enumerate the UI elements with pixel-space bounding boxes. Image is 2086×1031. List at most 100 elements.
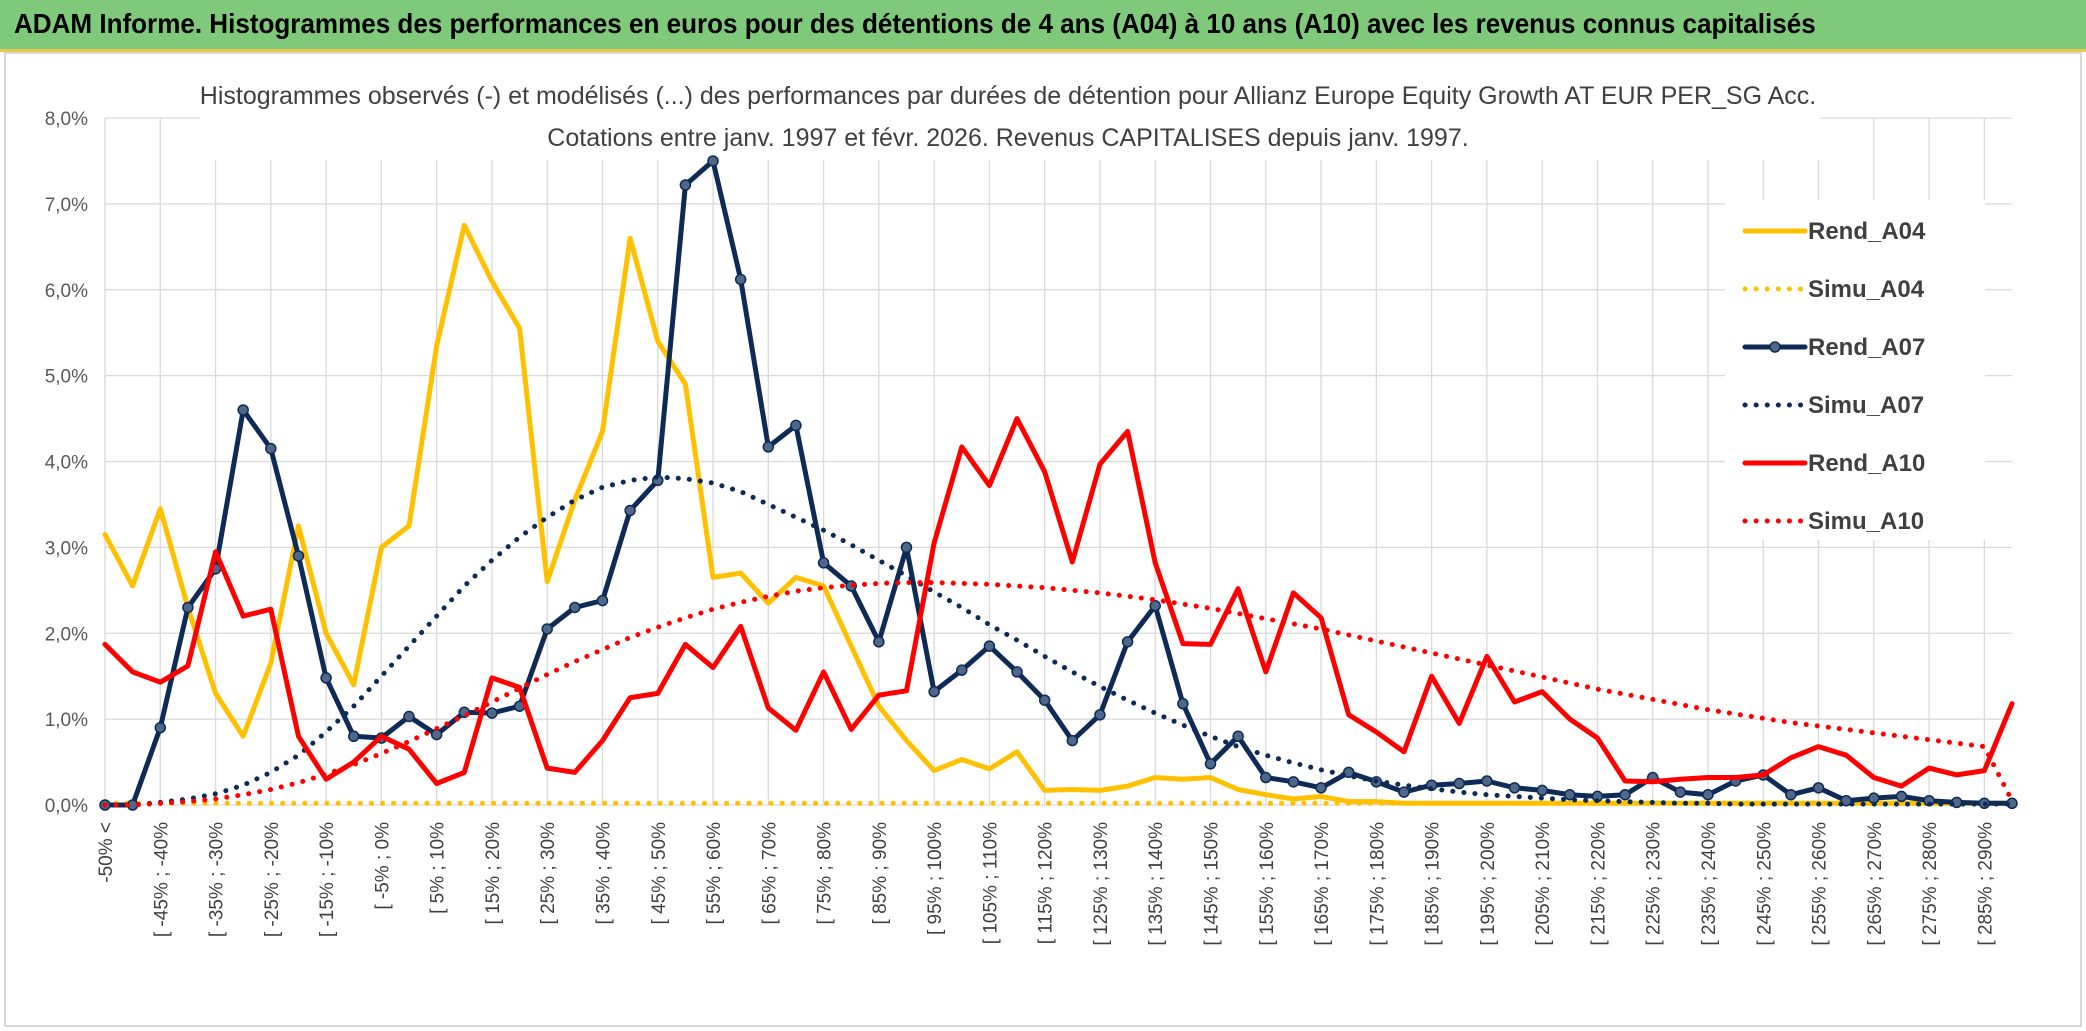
x-tick-label: [ 285% ; 290%	[1975, 822, 1996, 946]
series-line-simu-a07	[102, 474, 2015, 808]
x-tick-label: [ 215% ; 220%	[1588, 822, 1609, 946]
data-point	[1785, 788, 1797, 801]
y-tick-label: 3,0%	[45, 538, 88, 559]
x-tick-label: [ 5% ; 10%	[428, 822, 449, 914]
x-tick-label: [ 255% ; 260%	[1810, 822, 1831, 946]
x-tick-label: [ 245% ; 250%	[1754, 822, 1775, 946]
x-tick-label: [ 225% ; 230%	[1644, 822, 1665, 946]
data-point	[1121, 636, 1134, 648]
x-tick-label: [ 265% ; 270%	[1865, 822, 1886, 946]
data-point	[1564, 788, 1576, 801]
data-point	[734, 273, 747, 286]
data-point	[679, 179, 692, 191]
data-point	[1232, 730, 1244, 743]
x-tick-label: [ 15% ; 20%	[483, 822, 504, 925]
x-tick-label: [ 205% ; 210%	[1533, 822, 1554, 946]
data-point	[1398, 786, 1410, 798]
data-point	[1840, 794, 1852, 807]
x-tick-label: [ 25% ; 30%	[538, 822, 559, 925]
data-point	[569, 601, 581, 614]
data-point	[817, 557, 830, 569]
y-tick-label: 4,0%	[45, 453, 88, 474]
legend: Rend_A04 Simu_A04 Rend_A07 Simu_A07 Rend_A10…	[1725, 200, 1985, 540]
data-point	[486, 707, 498, 719]
data-point	[983, 640, 996, 652]
data-point	[762, 441, 775, 453]
x-tick-label: [ -5% ; 0%	[372, 822, 393, 910]
data-point	[403, 710, 415, 723]
data-point	[1287, 776, 1300, 788]
x-tick-label: [ -35% ; -30%	[207, 822, 228, 937]
data-point	[790, 419, 802, 432]
data-point	[1011, 666, 1023, 678]
legend-label: Simu_A10	[1808, 508, 1924, 535]
x-tick-label: [ 45% ; 50%	[649, 822, 670, 925]
data-point	[624, 504, 636, 517]
x-tick-label: -50% <	[96, 822, 117, 883]
x-tick-label: [ 75% ; 80%	[815, 822, 836, 925]
data-point	[1508, 782, 1521, 794]
data-point	[154, 721, 167, 734]
chart-frame	[4, 52, 2082, 1027]
data-point	[430, 728, 443, 741]
y-tick-label: 8,0%	[45, 109, 88, 130]
data-point	[900, 541, 913, 554]
report-header: ADAM Informe. Histogrammes des performan…	[0, 0, 2086, 52]
data-point	[1066, 734, 1079, 747]
x-tick-label: [ 115% ; 120%	[1036, 822, 1057, 944]
data-point	[956, 664, 968, 676]
x-tick-label: [ 155% ; 160%	[1257, 822, 1278, 946]
y-tick-label: 7,0%	[45, 195, 88, 216]
data-point	[1177, 697, 1189, 710]
legend-marker	[1769, 341, 1781, 353]
data-point	[541, 623, 553, 635]
x-tick-label: [ 85% ; 90%	[870, 822, 891, 925]
data-point	[873, 636, 885, 648]
legend-label: Rend_A07	[1808, 334, 1925, 361]
data-point	[347, 730, 360, 743]
data-point	[1038, 694, 1051, 706]
legend-label: Rend_A04	[1808, 218, 1926, 245]
y-tick-label: 5,0%	[45, 367, 88, 388]
y-tick-label: 6,0%	[45, 281, 88, 302]
x-tick-label: [ 275% ; 280%	[1920, 822, 1941, 946]
data-point	[1812, 782, 1825, 794]
x-tick-label: [ 55% ; 60%	[704, 822, 725, 925]
chart-title: Histogrammes observés (-) et modélisés (…	[200, 82, 1816, 110]
data-point	[1619, 788, 1631, 801]
data-point	[182, 601, 194, 614]
x-tick-label: [ -15% ; -10%	[317, 822, 338, 937]
data-point	[1536, 784, 1548, 797]
x-tick-label: [ 65% ; 70%	[759, 822, 780, 925]
data-point	[237, 404, 249, 416]
x-tick-label: [ 35% ; 40%	[593, 822, 614, 925]
title-background	[200, 78, 1820, 160]
data-point	[1149, 600, 1161, 612]
x-tick-label: [ 235% ; 240%	[1699, 822, 1720, 946]
x-tick-label: [ -45% ; -40%	[151, 822, 172, 937]
x-tick-label: [ 145% ; 150%	[1202, 822, 1223, 946]
x-tick-label: [ 175% ; 180%	[1367, 822, 1388, 946]
legend-label: Rend_A10	[1808, 450, 1925, 477]
x-tick-label: [ 165% ; 170%	[1312, 822, 1333, 946]
y-tick-label: 1,0%	[45, 710, 88, 731]
data-point	[1204, 758, 1217, 770]
data-point	[1260, 771, 1272, 784]
legend-background	[1725, 200, 1985, 540]
data-point	[1702, 788, 1714, 801]
data-point	[1895, 790, 1908, 803]
data-point	[1315, 782, 1327, 794]
x-tick-label: [ 105% ; 110%	[980, 822, 1001, 944]
data-point	[1094, 709, 1106, 721]
x-tick-label: [ 185% ; 190%	[1423, 822, 1444, 946]
data-point	[320, 672, 332, 684]
report-title: ADAM Informe. Histogrammes des performan…	[14, 8, 1816, 39]
data-point	[1453, 777, 1465, 790]
x-tick-label: [ 195% ; 200%	[1478, 822, 1499, 946]
x-tick-label: [ -25% ; -20%	[262, 822, 283, 937]
data-point	[596, 594, 609, 607]
y-axis: 0,0% 1,0% 2,0% 3,0% 4,0% 5,0% 6,0% 7,0% 8,0%	[45, 109, 88, 817]
x-tick-label: [ 125% ; 130%	[1091, 822, 1112, 946]
series-layer	[99, 155, 2018, 811]
